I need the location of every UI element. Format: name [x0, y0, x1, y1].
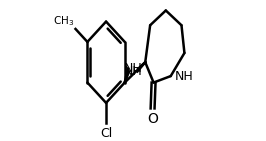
Text: NH: NH: [175, 70, 193, 83]
Text: O: O: [147, 112, 158, 126]
Text: NH: NH: [124, 65, 142, 78]
Text: CH$_3$: CH$_3$: [53, 14, 74, 28]
Text: Cl: Cl: [100, 127, 112, 140]
Text: NH: NH: [124, 62, 142, 75]
